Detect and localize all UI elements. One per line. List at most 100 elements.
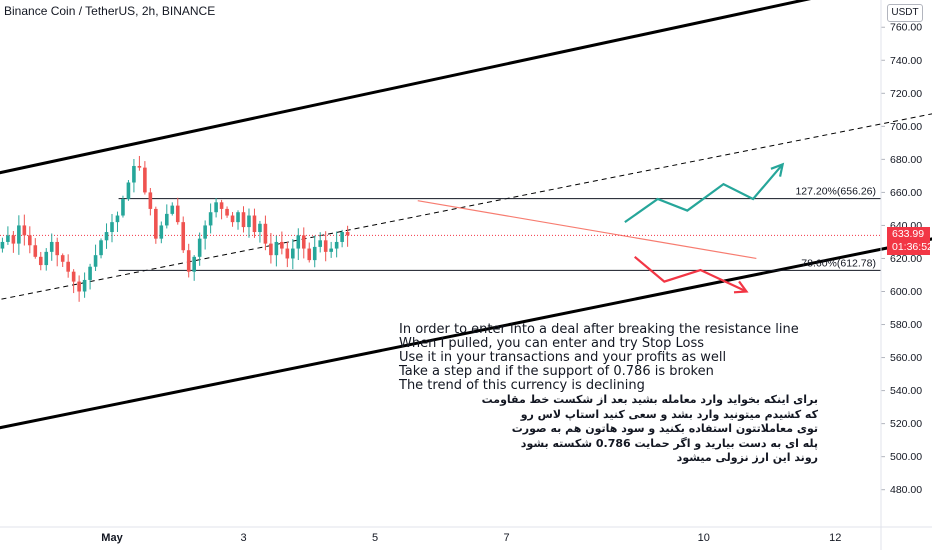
candle [44, 248, 49, 271]
candle-body [175, 205, 180, 223]
y-tick-label: 560.00 [890, 352, 922, 364]
candle [219, 199, 224, 220]
y-tick-label: 760.00 [890, 22, 922, 34]
y-tick-label: 540.00 [890, 385, 922, 397]
candle-body [307, 248, 312, 261]
candle [110, 213, 114, 243]
candle [164, 204, 169, 229]
candle-body [93, 255, 98, 267]
candle [104, 223, 109, 249]
current-price-tag: 633.99 01:36:52 [887, 227, 932, 255]
candle-body [28, 235, 32, 246]
candle [192, 255, 196, 281]
candle-body [38, 256, 43, 266]
candle [263, 215, 268, 251]
candle [154, 206, 158, 244]
candle-body [334, 241, 339, 249]
candle [208, 203, 213, 234]
note-line: The trend of this currency is declining [399, 378, 645, 393]
candle [345, 225, 350, 247]
candle [323, 231, 328, 262]
candle-body [258, 223, 262, 233]
x-tick-label: 10 [698, 532, 710, 544]
candle-body [126, 182, 131, 200]
note-line: برای اینکه بخواید وارد معامله بشید بعد ا… [481, 393, 818, 406]
candle [296, 228, 301, 261]
candle-body [345, 232, 350, 236]
currency-selector[interactable]: USDT [887, 4, 923, 22]
candle [258, 220, 262, 243]
candle-body [340, 232, 344, 242]
candle [269, 232, 273, 264]
note-line: Take a step and if the support of 0.786 … [399, 364, 714, 379]
note-line: When I pulled, you can enter and try Sto… [399, 336, 705, 351]
candle-body [203, 225, 207, 239]
candle-body [225, 208, 229, 216]
candle [247, 208, 251, 238]
candle-body [77, 281, 81, 292]
candle-body [296, 235, 301, 249]
annotations [624, 162, 785, 294]
candle [274, 235, 279, 267]
projection-down-arrow-path [634, 255, 747, 293]
note-line: In order to enter into a deal after brea… [399, 322, 799, 337]
y-tick-label: 500.00 [890, 451, 922, 463]
candle [115, 211, 120, 233]
candle-body [17, 225, 21, 244]
candle-body [170, 205, 175, 214]
x-tick-label: 5 [372, 532, 378, 544]
candle [236, 210, 240, 230]
candle [170, 202, 175, 216]
candle [334, 231, 339, 258]
candle [22, 214, 27, 246]
candle [82, 272, 87, 298]
candle-body [269, 243, 273, 256]
candle-body [285, 248, 290, 259]
fib-label: 78.60%(612.78) [801, 257, 876, 269]
candle [33, 238, 38, 259]
candle-body [214, 202, 218, 213]
candle-body [33, 245, 38, 257]
candle-body [241, 212, 246, 228]
y-tick-label: 680.00 [890, 154, 922, 166]
y-tick-label: 720.00 [890, 88, 922, 100]
candle [132, 159, 136, 193]
note-line: توی معاملاتتون استفاده بکنید و سود هاتون… [511, 422, 818, 435]
candles [0, 155, 350, 302]
candle [60, 253, 65, 267]
candle-body [110, 222, 114, 233]
candle [181, 216, 186, 253]
candle-body [164, 213, 169, 226]
y-tick-label: 620.00 [890, 253, 922, 265]
candle-body [197, 238, 202, 257]
candle [214, 198, 218, 218]
x-tick-label: 7 [503, 532, 509, 544]
candle-body [11, 235, 16, 244]
candle [55, 237, 60, 267]
candle [93, 244, 98, 271]
candle-body [148, 192, 153, 209]
candle [203, 220, 207, 250]
resistance-line [417, 200, 757, 260]
candle-body [99, 240, 103, 256]
candle-body [143, 167, 147, 193]
note-line: روند این ارز نزولی میشود [676, 451, 818, 464]
candle-body [137, 165, 142, 168]
y-tick-label: 660.00 [890, 187, 922, 199]
candle [307, 242, 312, 263]
candle [159, 221, 164, 244]
candle-body [301, 235, 306, 249]
candle-body [230, 215, 235, 223]
candle-body [159, 225, 164, 239]
candle-body [121, 199, 125, 216]
candle-body [132, 165, 136, 183]
candle [28, 226, 32, 254]
candle [99, 238, 103, 259]
candle [225, 206, 229, 218]
price-axis: 480.00 500.00 520.00 540.00 560.00 580.00 600.… [880, 0, 922, 550]
candle-body [219, 202, 224, 209]
candle [11, 231, 16, 253]
candle [143, 161, 147, 195]
candle [17, 215, 21, 255]
